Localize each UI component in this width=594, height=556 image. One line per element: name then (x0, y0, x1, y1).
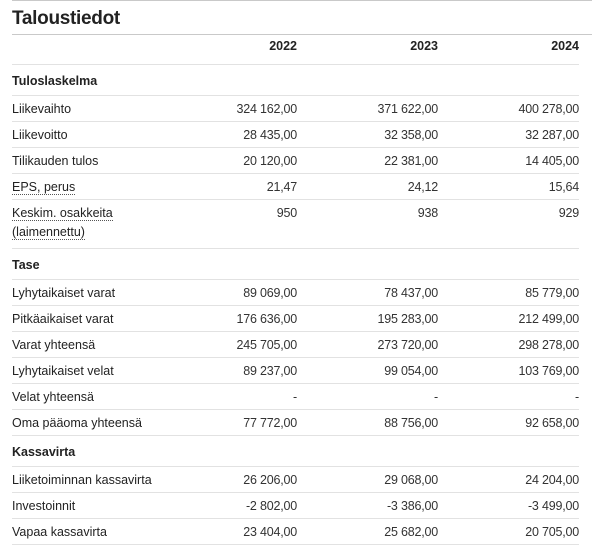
row-value: 298 278,00 (438, 331, 579, 358)
row-value: 88 756,00 (297, 409, 438, 436)
year-header-row: 2022 2023 2024 (12, 35, 579, 65)
row-value: 32 358,00 (297, 121, 438, 148)
row-value: 24 204,00 (438, 466, 579, 493)
row-value: -3 499,00 (438, 492, 579, 519)
row-value: -2 802,00 (162, 492, 297, 519)
page-title: Taloustiedot (12, 1, 592, 35)
section-title: Tuloslaskelma (12, 64, 579, 96)
year-header: 2023 (297, 35, 438, 65)
row-value: 273 720,00 (297, 331, 438, 358)
row-value: 29 068,00 (297, 466, 438, 493)
financials-panel: Taloustiedot 2022 2023 2024 Tuloslaskelm… (12, 0, 592, 545)
row-label: Oma pääoma yhteensä (12, 409, 162, 436)
table-row: Varat yhteensä 245 705,00 273 720,00 298… (12, 331, 579, 358)
row-label: Pitkäaikaiset varat (12, 305, 162, 332)
row-value: 99 054,00 (297, 357, 438, 384)
table-row: Liikevoitto 28 435,00 32 358,00 32 287,0… (12, 121, 579, 148)
row-value: 32 287,00 (438, 121, 579, 148)
row-label: Tilikauden tulos (12, 147, 162, 174)
table-row: Keskim. osakkeita (laimennettu) 950 938 … (12, 199, 579, 249)
row-value: -3 386,00 (297, 492, 438, 519)
table-row: Vapaa kassavirta 23 404,00 25 682,00 20 … (12, 518, 579, 545)
row-value: 400 278,00 (438, 95, 579, 122)
row-label: Varat yhteensä (12, 331, 162, 358)
table-row: Liiketoiminnan kassavirta 26 206,00 29 0… (12, 466, 579, 493)
section-header-cashflow: Kassavirta (12, 435, 579, 467)
financials-table: 2022 2023 2024 Tuloslaskelma Liikevaihto… (12, 35, 579, 545)
row-value: 92 658,00 (438, 409, 579, 436)
row-value: 21,47 (162, 173, 297, 200)
row-label-cell: Keskim. osakkeita (laimennettu) (12, 199, 162, 249)
table-row: Pitkäaikaiset varat 176 636,00 195 283,0… (12, 305, 579, 332)
shares-term-link-line1[interactable]: Keskim. osakkeita (12, 206, 113, 221)
row-value: 20 705,00 (438, 518, 579, 545)
row-value: - (438, 383, 579, 410)
table-row: Lyhytaikaiset velat 89 237,00 99 054,00 … (12, 357, 579, 384)
year-header: 2024 (438, 35, 579, 65)
top-divider (12, 0, 592, 1)
row-value: 26 206,00 (162, 466, 297, 493)
row-label-cell: EPS, perus (12, 173, 162, 200)
eps-term-link[interactable]: EPS, perus (12, 179, 76, 195)
row-value: 14 405,00 (438, 147, 579, 174)
table-row: Liikevaihto 324 162,00 371 622,00 400 27… (12, 95, 579, 122)
shares-term-link-line2[interactable]: (laimennettu) (12, 225, 85, 240)
row-value: 85 779,00 (438, 279, 579, 306)
row-value: 245 705,00 (162, 331, 297, 358)
row-value: 28 435,00 (162, 121, 297, 148)
row-value: 195 283,00 (297, 305, 438, 332)
section-title: Kassavirta (12, 435, 579, 467)
row-value: 103 769,00 (438, 357, 579, 384)
row-value: - (297, 383, 438, 410)
row-value: 929 (438, 199, 579, 249)
row-value: 89 237,00 (162, 357, 297, 384)
row-value: 212 499,00 (438, 305, 579, 332)
row-label: Investoinnit (12, 492, 162, 519)
row-label: Velat yhteensä (12, 383, 162, 410)
row-value: 77 772,00 (162, 409, 297, 436)
table-row: Lyhytaikaiset varat 89 069,00 78 437,00 … (12, 279, 579, 306)
row-value: 324 162,00 (162, 95, 297, 122)
row-value: 15,64 (438, 173, 579, 200)
row-value: 23 404,00 (162, 518, 297, 545)
row-value: - (162, 383, 297, 410)
row-label: Liiketoiminnan kassavirta (12, 466, 162, 493)
row-label: Lyhytaikaiset velat (12, 357, 162, 384)
section-header-balance: Tase (12, 248, 579, 280)
row-value: 78 437,00 (297, 279, 438, 306)
section-header-income: Tuloslaskelma (12, 64, 579, 96)
row-value: 20 120,00 (162, 147, 297, 174)
row-label: Vapaa kassavirta (12, 518, 162, 545)
row-label: Liikevoitto (12, 121, 162, 148)
year-header: 2022 (162, 35, 297, 65)
row-value: 22 381,00 (297, 147, 438, 174)
row-value: 24,12 (297, 173, 438, 200)
table-row: Velat yhteensä - - - (12, 383, 579, 410)
row-value: 25 682,00 (297, 518, 438, 545)
row-value: 176 636,00 (162, 305, 297, 332)
row-value: 950 (162, 199, 297, 249)
section-title: Tase (12, 248, 579, 280)
table-row: EPS, perus 21,47 24,12 15,64 (12, 173, 579, 200)
table-row: Oma pääoma yhteensä 77 772,00 88 756,00 … (12, 409, 579, 436)
row-value: 89 069,00 (162, 279, 297, 306)
row-value: 371 622,00 (297, 95, 438, 122)
table-row: Investoinnit -2 802,00 -3 386,00 -3 499,… (12, 492, 579, 519)
row-label: Liikevaihto (12, 95, 162, 122)
row-value: 938 (297, 199, 438, 249)
table-row: Tilikauden tulos 20 120,00 22 381,00 14 … (12, 147, 579, 174)
header-label-cell (12, 35, 162, 65)
row-label: Lyhytaikaiset varat (12, 279, 162, 306)
